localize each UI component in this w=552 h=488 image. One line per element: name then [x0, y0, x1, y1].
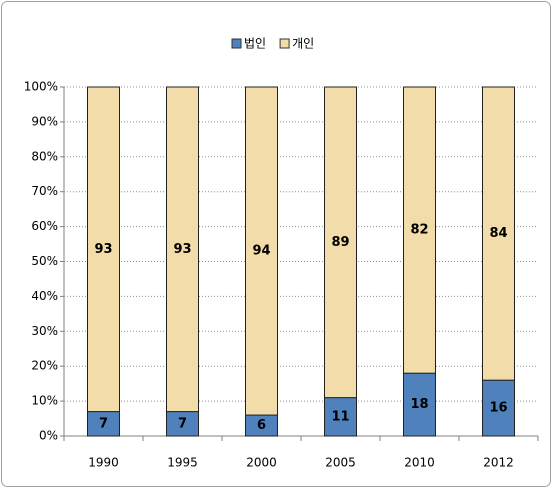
y-tick-label: 20%: [31, 359, 58, 373]
y-tick-label: 50%: [31, 254, 58, 268]
y-tick-label: 100%: [24, 80, 58, 94]
y-tick-label: 10%: [31, 394, 58, 408]
data-label: 6: [257, 418, 266, 433]
data-label: 18: [410, 397, 428, 412]
y-tick-label: 60%: [31, 219, 58, 233]
bar-segment: [324, 397, 357, 437]
y-tick-label: 90%: [31, 114, 58, 128]
bar-segment: [482, 86, 515, 381]
data-label: 7: [178, 416, 187, 431]
y-tick-label: 40%: [31, 289, 58, 303]
data-label: 11: [331, 409, 349, 424]
x-tick-label: 2005: [325, 456, 356, 470]
bar-segment: [166, 86, 199, 413]
bar-segment: [403, 86, 436, 374]
data-label: 89: [331, 235, 349, 250]
x-tick-label: 2010: [404, 456, 435, 470]
x-tick-label: 2000: [246, 456, 277, 470]
bar-segment: [87, 86, 120, 413]
data-label: 82: [410, 223, 428, 238]
legend-swatch: [279, 38, 290, 49]
bar-segment: [166, 411, 199, 437]
legend-swatch: [231, 38, 242, 49]
bar-segment: [245, 86, 278, 416]
x-tick-label: 1990: [88, 456, 119, 470]
data-label: 94: [252, 244, 270, 259]
legend-label: 법인: [244, 37, 266, 51]
y-tick-label: 30%: [31, 324, 58, 338]
bar-segment: [403, 372, 436, 437]
bar-segment: [482, 379, 515, 437]
x-tick-label: 1995: [167, 456, 198, 470]
bar-segment: [324, 86, 357, 399]
data-label: 7: [99, 416, 108, 431]
legend-label: 개인: [292, 37, 314, 51]
data-label: 84: [489, 226, 507, 241]
y-tick-label: 0%: [39, 429, 58, 443]
y-tick-label: 70%: [31, 184, 58, 198]
data-label: 93: [94, 242, 112, 257]
data-label: 93: [173, 242, 191, 257]
data-label: 16: [489, 401, 507, 416]
x-tick-label: 2012: [483, 456, 514, 470]
y-tick-label: 80%: [31, 149, 58, 163]
